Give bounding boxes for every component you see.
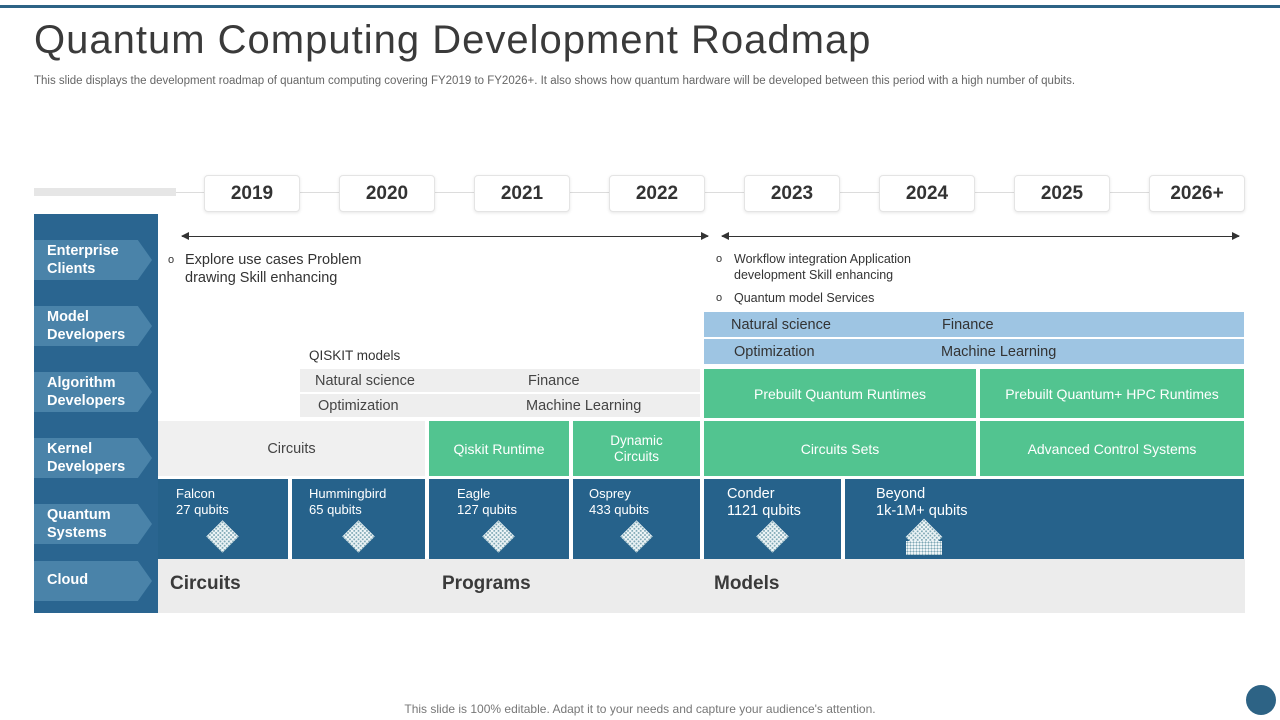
chip-diamond-icon <box>620 520 653 553</box>
enterprise-right-item-1: o Workflow integration Application devel… <box>716 251 976 283</box>
cloud-band <box>158 559 1245 613</box>
system-name: Beyond <box>876 486 926 502</box>
bullet-icon: o <box>168 254 175 266</box>
system-name: Falcon <box>176 486 216 501</box>
kernel-dynamic-circuits: Dynamic Circuits <box>573 421 700 476</box>
page-title: Quantum Computing Development Roadmap <box>34 18 872 62</box>
corner-circle-icon <box>1246 685 1276 715</box>
row-label-enterprise-clients: Enterprise Clients <box>34 240 152 280</box>
system-falcon: Falcon 27 qubits <box>158 479 288 559</box>
row-label-algorithm-developers: Algorithm Developers <box>34 372 152 412</box>
algorithm-left-row-2: Optimization Machine Learning <box>300 394 700 417</box>
kernel-circuits: Circuits <box>158 421 425 476</box>
algorithm-left-row-1: Natural science Finance <box>300 369 700 392</box>
year-2022: 2022 <box>609 175 705 212</box>
system-name: Osprey <box>589 486 631 501</box>
system-conder-label: Conder 1121 qubits <box>727 486 801 520</box>
year-2025: 2025 <box>1014 175 1110 212</box>
bullet-icon: o <box>716 292 723 304</box>
system-name: Hummingbird <box>309 486 387 501</box>
algorithm-natural-science: Natural science <box>315 373 415 389</box>
chip-diamond-icon <box>342 520 375 553</box>
chip-base-icon <box>906 541 942 555</box>
row-label-column <box>34 214 158 613</box>
top-rule <box>0 5 1280 8</box>
prebuilt-quantum-hpc-runtimes: Prebuilt Quantum+ HPC Runtimes <box>980 369 1244 418</box>
system-qubits: 65 qubits <box>309 502 362 517</box>
system-beyond: Beyond 1k-1M+ qubits <box>845 479 1244 559</box>
system-beyond-label: Beyond 1k-1M+ qubits <box>876 486 967 520</box>
system-hummingbird: Hummingbird 65 qubits <box>292 479 425 559</box>
cloud-models: Models <box>714 573 780 594</box>
page-subtitle: This slide displays the development road… <box>34 75 1076 87</box>
model-optimization: Optimization <box>734 344 815 360</box>
system-eagle-label: Eagle 127 qubits <box>457 486 517 518</box>
system-falcon-label: Falcon 27 qubits <box>176 486 229 518</box>
algorithm-optimization: Optimization <box>318 398 399 414</box>
row-label-quantum-systems: Quantum Systems <box>34 504 152 544</box>
system-conder: Conder 1121 qubits <box>704 479 841 559</box>
span-arrow-2023-2026 <box>721 232 1240 240</box>
year-2026-plus: 2026+ <box>1149 175 1245 212</box>
kernel-advanced-control-systems: Advanced Control Systems <box>980 421 1244 476</box>
model-block-row-1: Natural science Finance <box>704 312 1244 337</box>
model-finance: Finance <box>942 317 994 333</box>
system-osprey: Osprey 433 qubits <box>573 479 700 559</box>
timeline-start-bar <box>34 188 176 196</box>
enterprise-right-text-2: Quantum model Services <box>734 291 875 305</box>
algorithm-machine-learning: Machine Learning <box>526 398 642 414</box>
system-qubits: 433 qubits <box>589 502 649 517</box>
year-2019: 2019 <box>204 175 300 212</box>
cloud-circuits: Circuits <box>170 573 241 594</box>
enterprise-right-item-2: o Quantum model Services <box>716 290 976 306</box>
model-natural-science: Natural science <box>731 317 831 333</box>
system-qubits: 127 qubits <box>457 502 517 517</box>
row-label-cloud: Cloud <box>34 561 152 601</box>
year-2024: 2024 <box>879 175 975 212</box>
cloud-programs: Programs <box>442 573 531 594</box>
model-block-row-2: Optimization Machine Learning <box>704 339 1244 364</box>
span-arrow-2019-2022 <box>181 232 709 240</box>
chip-diamond-icon <box>756 520 789 553</box>
algorithm-finance: Finance <box>528 373 580 389</box>
year-2021: 2021 <box>474 175 570 212</box>
bullet-icon: o <box>716 253 723 265</box>
enterprise-left-text: Explore use cases Problem drawing Skill … <box>185 252 362 286</box>
year-2023: 2023 <box>744 175 840 212</box>
prebuilt-quantum-runtimes: Prebuilt Quantum Runtimes <box>704 369 976 418</box>
row-label-kernel-developers: Kernel Developers <box>34 438 152 478</box>
footer-note: This slide is 100% editable. Adapt it to… <box>404 702 876 716</box>
system-name: Eagle <box>457 486 491 501</box>
model-machine-learning: Machine Learning <box>941 344 1057 360</box>
system-name: Conder <box>727 486 775 502</box>
chip-diamond-icon <box>482 520 515 553</box>
year-2020: 2020 <box>339 175 435 212</box>
chip-diamond-icon <box>206 520 239 553</box>
system-osprey-label: Osprey 433 qubits <box>589 486 649 518</box>
kernel-qiskit-runtime: Qiskit Runtime <box>429 421 569 476</box>
system-qubits: 1121 qubits <box>727 503 801 519</box>
enterprise-right-text-1: Workflow integration Application develop… <box>734 252 911 282</box>
system-hummingbird-label: Hummingbird 65 qubits <box>309 486 386 518</box>
row-label-model-developers: Model Developers <box>34 306 152 346</box>
system-eagle: Eagle 127 qubits <box>429 479 569 559</box>
qiskit-models-heading: QISKIT models <box>309 348 401 363</box>
kernel-circuit-sets: Circuits Sets <box>704 421 976 476</box>
enterprise-left-item: o Explore use cases Problem drawing Skil… <box>168 251 408 287</box>
system-qubits: 27 qubits <box>176 502 229 517</box>
system-qubits: 1k-1M+ qubits <box>876 503 968 519</box>
